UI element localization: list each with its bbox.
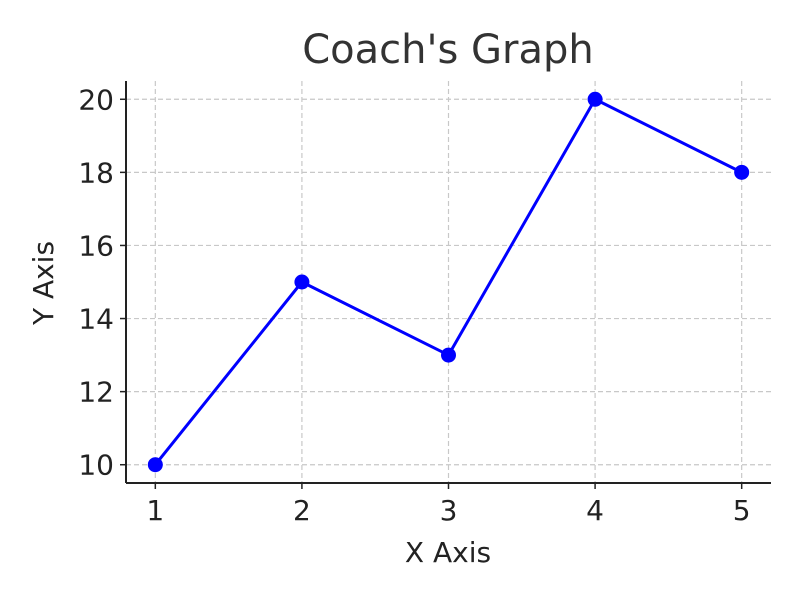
chart-title: Coach's Graph (302, 27, 594, 73)
data-point (441, 347, 456, 363)
y-tick-label: 12 (78, 376, 114, 409)
axes (120, 81, 771, 489)
x-axis-label: X Axis (405, 536, 491, 569)
y-tick-label: 20 (78, 83, 114, 116)
data-point (734, 164, 750, 180)
x-tick-label: 3 (440, 494, 458, 527)
x-tick-label: 5 (733, 494, 751, 527)
data-series (147, 91, 750, 473)
data-point (294, 274, 310, 290)
y-tick-label: 10 (78, 449, 114, 482)
y-axis-label: Y Axis (27, 241, 60, 326)
y-tick-label: 16 (78, 229, 114, 262)
grid (126, 81, 771, 483)
y-tick-label: 18 (78, 156, 114, 189)
x-tick-label: 1 (146, 494, 164, 527)
data-point (587, 91, 603, 107)
x-tick-label: 4 (586, 494, 604, 527)
y-tick-label: 14 (78, 303, 114, 336)
data-point (147, 457, 163, 473)
x-tick-label: 2 (293, 494, 311, 527)
